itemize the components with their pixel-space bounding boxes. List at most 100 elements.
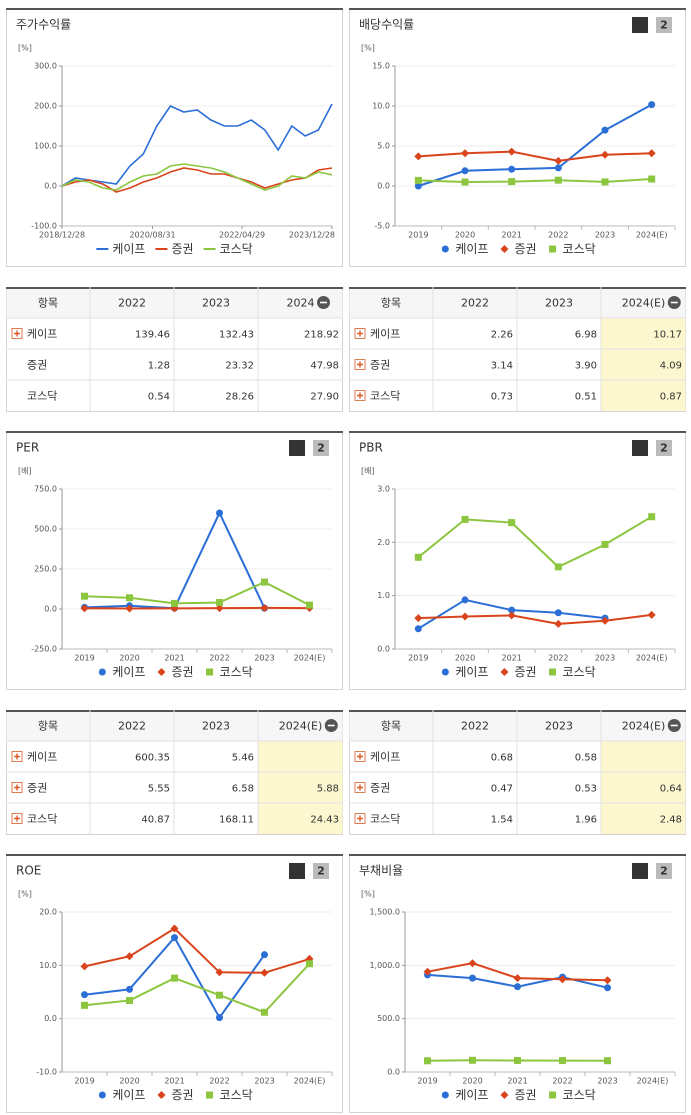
- marker: [513, 974, 522, 983]
- page-button[interactable]: [656, 17, 672, 33]
- legend-item: 케이프: [441, 1088, 488, 1102]
- chart-panel: PER 1 2 [배] -250.0 0.0 250.0 500.0 750.0 2019 2020…: [6, 431, 343, 690]
- y-tick-label: -5.0: [374, 222, 390, 231]
- marker: [514, 983, 521, 991]
- marker: [80, 604, 89, 613]
- marker: [424, 1057, 431, 1065]
- legend-item: 코스닥: [549, 665, 596, 679]
- marker: [206, 668, 214, 676]
- marker: [601, 126, 609, 134]
- legend-label: 증권: [171, 1088, 193, 1102]
- marker: [414, 625, 422, 633]
- page-button-label[interactable]: 2: [317, 865, 325, 878]
- cell-value: 0.58: [575, 753, 597, 764]
- marker: [216, 509, 223, 517]
- page-button-label[interactable]: 2: [660, 19, 668, 32]
- cell-value: 24.43: [310, 815, 339, 826]
- y-tick-label: 0.0: [377, 645, 390, 654]
- cell-value: 40.87: [141, 815, 170, 826]
- x-tick-label: 2022/04/29: [219, 231, 265, 240]
- cell-value: 3.14: [491, 361, 513, 372]
- marker: [81, 592, 88, 600]
- page-button[interactable]: [632, 863, 648, 879]
- chart-title: PER: [16, 441, 39, 455]
- page-button[interactable]: [289, 863, 305, 879]
- page-button[interactable]: [656, 440, 672, 456]
- cell-value: 0.47: [491, 784, 513, 795]
- legend-item: 증권: [157, 665, 194, 679]
- marker: [604, 1057, 611, 1065]
- axis-unit: [%]: [361, 44, 375, 53]
- cell-value: 28.26: [225, 392, 254, 403]
- page-button[interactable]: [656, 863, 672, 879]
- page-button-label[interactable]: 1: [636, 19, 644, 32]
- marker: [414, 152, 423, 161]
- highlight-column: [601, 741, 686, 834]
- x-tick-label: 2023/12/28: [289, 231, 335, 240]
- marker: [604, 984, 611, 992]
- page-button-label[interactable]: 2: [660, 442, 668, 455]
- marker: [507, 611, 516, 620]
- page-button-label[interactable]: 1: [293, 865, 301, 878]
- x-tick-label: 2019: [408, 231, 428, 240]
- x-tick-label: 2021: [501, 654, 521, 663]
- marker: [507, 147, 516, 156]
- cell-value: 0.68: [491, 753, 513, 764]
- axis-unit: [배]: [18, 467, 32, 476]
- marker: [126, 594, 133, 602]
- page-button-label[interactable]: 1: [636, 442, 644, 455]
- legend-label: 증권: [171, 665, 193, 679]
- cell-value: 168.11: [219, 815, 254, 826]
- cell-value: 0.73: [491, 392, 513, 403]
- axis-unit: [%]: [18, 44, 32, 53]
- chart-panel: 배당수익률 1 2 [%] -5.0 0.0 5.0 10.0 15.0 2019 2020 2021…: [349, 8, 686, 267]
- legend-item: 증권: [157, 1088, 194, 1102]
- chart-panel: 주가수익률 [%] -100.0 0.0 100.0 200.0 300.0 2018/12/…: [6, 8, 343, 267]
- marker: [554, 609, 562, 617]
- expand-plus: [14, 330, 20, 337]
- y-tick-label: 0.0: [377, 182, 390, 191]
- page-button-label[interactable]: 1: [293, 442, 301, 455]
- x-tick-label: 2023: [595, 231, 615, 240]
- series-line: [418, 150, 652, 162]
- chart-title: ROE: [16, 864, 41, 878]
- x-tick-label: 2019: [74, 654, 94, 663]
- marker: [206, 1091, 214, 1099]
- page-button-label[interactable]: 1: [636, 865, 644, 878]
- table-panel: 항목 2022 2023 2024(E) 케이프 2.26 6.98 10.17 증권 3.14 3…: [349, 287, 686, 412]
- marker: [414, 614, 423, 623]
- x-tick-label: 2020: [455, 654, 475, 663]
- page-button[interactable]: [632, 440, 648, 456]
- series-line: [84, 963, 311, 1014]
- legend-item: 코스닥: [206, 1088, 253, 1102]
- x-tick-label: 2024(E): [637, 1077, 669, 1086]
- marker: [441, 668, 449, 676]
- marker: [126, 985, 133, 993]
- marker: [126, 997, 133, 1005]
- marker: [554, 164, 562, 172]
- page-button[interactable]: [632, 17, 648, 33]
- legend-label: 케이프: [112, 665, 145, 679]
- axis-unit: [%]: [361, 890, 375, 899]
- y-tick-label: 500.0: [34, 525, 57, 534]
- page-button[interactable]: [313, 863, 329, 879]
- marker: [306, 601, 313, 609]
- marker: [157, 1091, 166, 1099]
- y-tick-label: 0.0: [44, 1014, 57, 1023]
- cell-value: 47.98: [310, 361, 339, 372]
- y-tick-label: 200.0: [34, 102, 57, 111]
- page-button[interactable]: [289, 440, 305, 456]
- page-button-label[interactable]: 2: [317, 442, 325, 455]
- page-button-label[interactable]: 2: [660, 865, 668, 878]
- row-name: 증권: [370, 359, 390, 372]
- chart-title: 배당수익률: [359, 18, 414, 32]
- y-tick-label: 1.0: [377, 591, 390, 600]
- marker: [414, 182, 422, 190]
- series-line: [418, 613, 652, 625]
- series-line: [61, 103, 333, 187]
- page-button[interactable]: [313, 440, 329, 456]
- marker: [601, 178, 609, 186]
- header-cell: 2022: [461, 297, 489, 310]
- marker: [500, 668, 509, 676]
- legend: 케이프 증권 코스닥: [441, 242, 596, 256]
